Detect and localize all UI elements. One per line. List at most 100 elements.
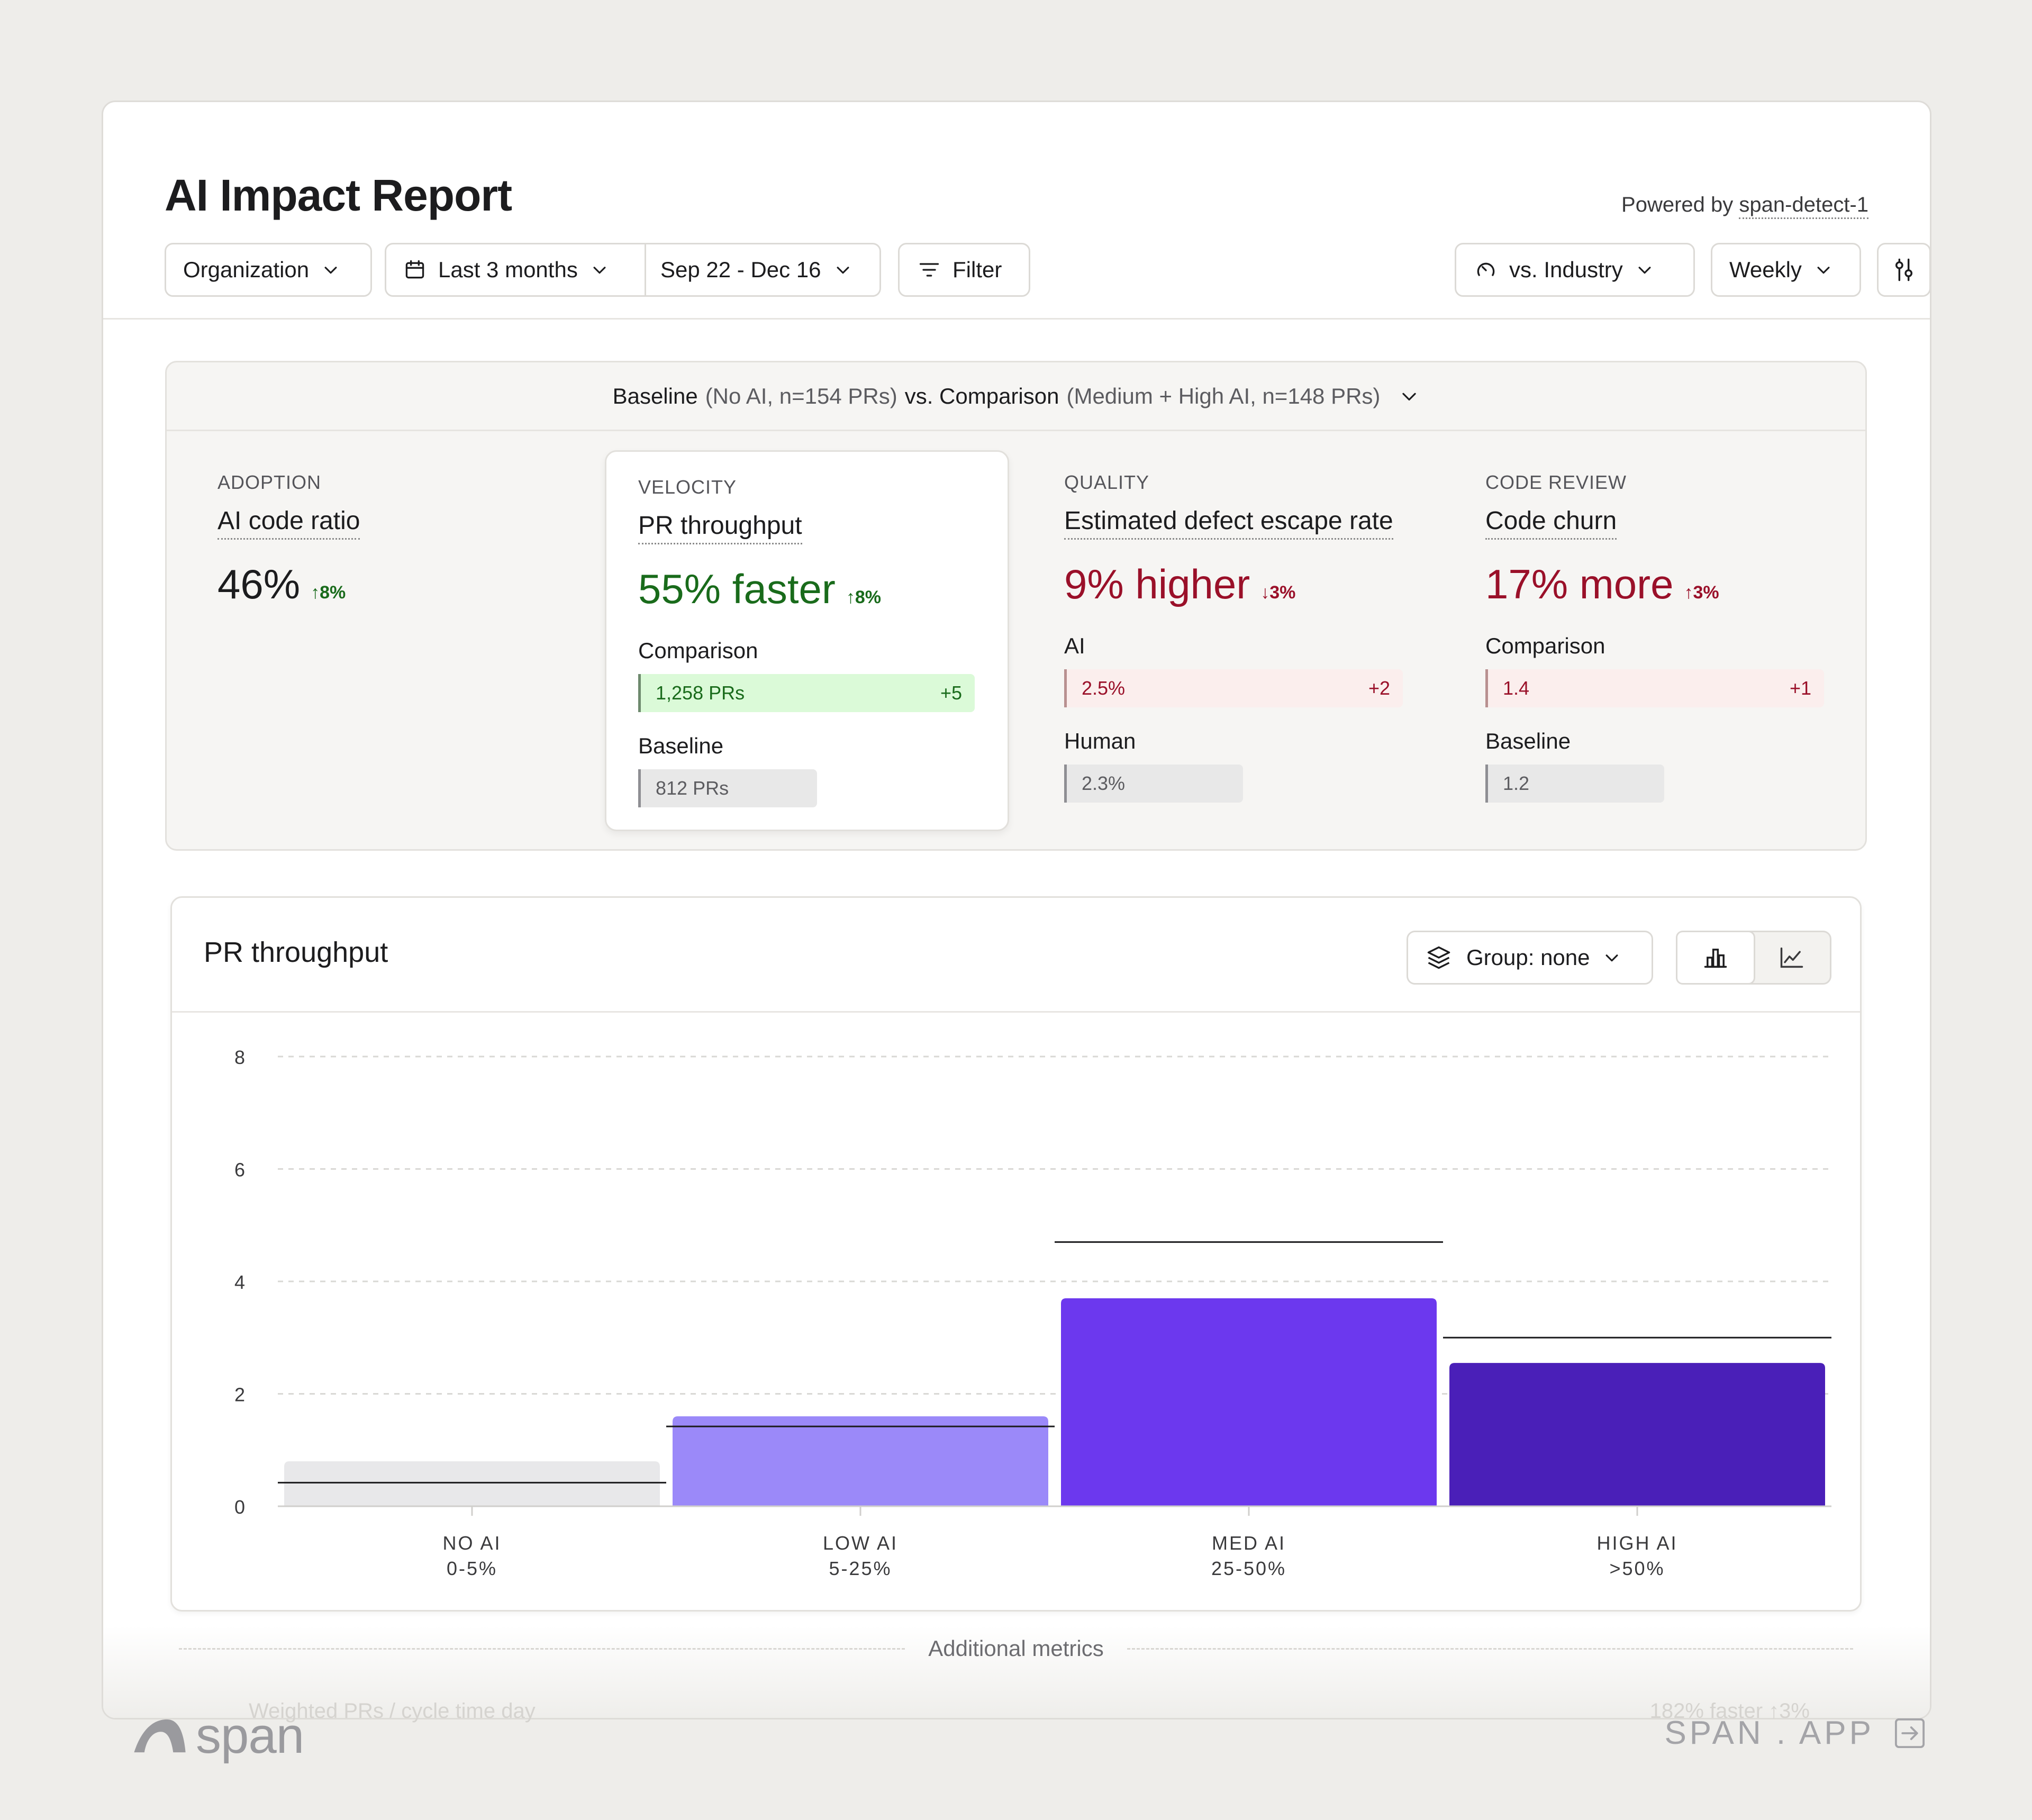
divider: [645, 244, 646, 295]
metric-category: ADOPTION: [217, 471, 322, 493]
chart-type-toggle: [1676, 931, 1831, 985]
metric-value: 9% higher ↓3%: [1064, 561, 1296, 607]
brand-wordmark: span: [196, 1707, 304, 1764]
chevron-down-icon: [1817, 267, 1830, 274]
metric-name: AI code ratio: [217, 506, 360, 540]
x-tick-sublabel: 25-50%: [1211, 1558, 1286, 1579]
page-title: AI Impact Report: [165, 170, 512, 220]
metric-category: QUALITY: [1064, 471, 1150, 493]
dashed-line: [1127, 1648, 1853, 1650]
metric-delta: ↑3%: [1684, 583, 1719, 603]
baseline-bar: 812 PRs: [638, 769, 817, 807]
filter-button[interactable]: Filter: [898, 243, 1030, 297]
row-label: AI: [1064, 633, 1085, 658]
chevron-down-icon: [593, 267, 606, 274]
dashed-line: [179, 1648, 905, 1650]
bar-delta: +5: [940, 682, 962, 704]
x-tick-label: NO AI: [442, 1532, 501, 1554]
powered-prefix: Powered by: [1621, 193, 1734, 216]
metric-name: PR throughput: [638, 511, 802, 544]
date-range-control: Last 3 months Sep 22 - Dec 16: [385, 243, 881, 297]
comparison-detail: (Medium + High AI, n=148 PRs): [1066, 383, 1381, 408]
y-tick-label: 4: [234, 1271, 245, 1293]
metric-value: 17% more ↑3%: [1485, 561, 1719, 607]
app-link-label: SPAN . APP: [1664, 1715, 1874, 1751]
y-tick-label: 0: [234, 1496, 245, 1518]
bar-no-ai: [284, 1461, 660, 1506]
baseline-label: Baseline: [612, 383, 698, 408]
row-label: Comparison: [1485, 633, 1605, 658]
additional-metrics-divider[interactable]: Additional metrics: [179, 1631, 1853, 1667]
model-link[interactable]: span-detect-1: [1739, 193, 1868, 219]
chevron-down-icon: [1638, 267, 1651, 274]
chart-title: PR throughput: [204, 936, 388, 968]
metric-adoption[interactable]: ADOPTION AI code ratio 46% ↑8%: [167, 431, 601, 849]
x-tick-label: LOW AI: [823, 1532, 898, 1554]
line-chart-icon: [1780, 947, 1803, 968]
row-label: Baseline: [638, 733, 724, 758]
y-tick-label: 6: [234, 1159, 245, 1181]
toolbar: Organization Last 3 months Sep 22 - Dec …: [165, 243, 1930, 297]
interval-dropdown[interactable]: Weekly: [1711, 243, 1861, 297]
bar-delta: +1: [1789, 677, 1811, 699]
layers-icon: [1427, 946, 1450, 969]
powered-by: Powered by span-detect-1: [1621, 193, 1868, 219]
group-label: Group: none: [1466, 945, 1590, 970]
x-tick-label: HIGH AI: [1596, 1532, 1677, 1554]
human-bar: 2.3%: [1064, 765, 1243, 803]
chart-header-divider: [172, 1011, 1860, 1013]
metric-value: 46% ↑8%: [217, 561, 346, 607]
date-preset-dropdown[interactable]: Last 3 months: [386, 244, 645, 295]
bar-chart-icon: [1704, 949, 1727, 968]
bar-high-ai: [1449, 1363, 1825, 1506]
comparison-bar: 1,258 PRs +5: [638, 674, 975, 712]
metric-velocity[interactable]: VELOCITY PR throughput 55% faster ↑8% Com…: [605, 450, 1009, 831]
baseline-detail: (No AI, n=154 PRs): [705, 383, 897, 408]
benchmark-dropdown[interactable]: vs. Industry: [1455, 243, 1695, 297]
faded-metric-value: 182% faster ↑3%: [1649, 1699, 1810, 1723]
bar-chart: 0 2 4 6 8 NO AI 0-5% LOW AI 5-25% MED AI 25-50% HIG…: [234, 1046, 1831, 1579]
x-tick-label: MED AI: [1212, 1532, 1286, 1554]
comparison-bar: 1.4 +1: [1485, 669, 1824, 707]
additional-metrics-label: Additional metrics: [928, 1636, 1104, 1661]
line-view-button[interactable]: [1754, 932, 1830, 983]
x-tick-sublabel: >50%: [1609, 1558, 1665, 1579]
app-link[interactable]: SPAN . APP: [1664, 1714, 1927, 1752]
bar-med-ai: [1061, 1298, 1437, 1506]
row-label: Baseline: [1485, 729, 1571, 753]
gauge-icon: [1477, 262, 1495, 276]
x-tick-sublabel: 0-5%: [447, 1558, 497, 1579]
calendar-icon: [405, 260, 424, 279]
metric-delta: ↑8%: [846, 587, 882, 607]
chevron-down-icon: [1402, 393, 1417, 401]
date-range-dropdown[interactable]: Sep 22 - Dec 16: [645, 244, 852, 295]
interval-label: Weekly: [1729, 257, 1802, 282]
filter-label: Filter: [952, 257, 1002, 282]
chevron-down-icon: [837, 267, 849, 274]
chevron-down-icon: [324, 267, 337, 274]
ai-bar: 2.5% +2: [1064, 669, 1403, 707]
date-preset-label: Last 3 months: [438, 257, 578, 282]
bar-view-button[interactable]: [1676, 931, 1755, 985]
group-dropdown[interactable]: Group: none: [1407, 931, 1653, 985]
x-tick-sublabel: 5-25%: [829, 1558, 892, 1579]
row-label: Human: [1064, 729, 1136, 753]
metric-delta: ↓3%: [1260, 583, 1296, 603]
organization-dropdown[interactable]: Organization: [165, 243, 372, 297]
metric-code-review[interactable]: CODE REVIEW Code churn 17% more ↑3% Compa…: [1447, 431, 1865, 849]
cohort-selector[interactable]: Baseline (No AI, n=154 PRs) vs. Comparis…: [167, 362, 1865, 431]
date-range-label: Sep 22 - Dec 16: [660, 257, 821, 282]
span-logo: span: [131, 1707, 304, 1765]
bar-delta: +2: [1368, 677, 1390, 699]
metric-category: CODE REVIEW: [1485, 471, 1627, 493]
metric-name: Code churn: [1485, 506, 1617, 540]
external-link-icon: [1894, 1718, 1925, 1748]
organization-label: Organization: [183, 257, 310, 282]
metric-quality[interactable]: QUALITY Estimated defect escape rate 9% …: [1024, 431, 1447, 849]
settings-button[interactable]: [1877, 243, 1930, 297]
span-logo-icon: [134, 1719, 186, 1753]
comparison-panel: Baseline (No AI, n=154 PRs) vs. Comparis…: [165, 361, 1867, 851]
benchmark-label: vs. Industry: [1509, 257, 1623, 282]
bar-low-ai: [673, 1416, 1048, 1506]
baseline-bar: 1.2: [1485, 765, 1664, 803]
